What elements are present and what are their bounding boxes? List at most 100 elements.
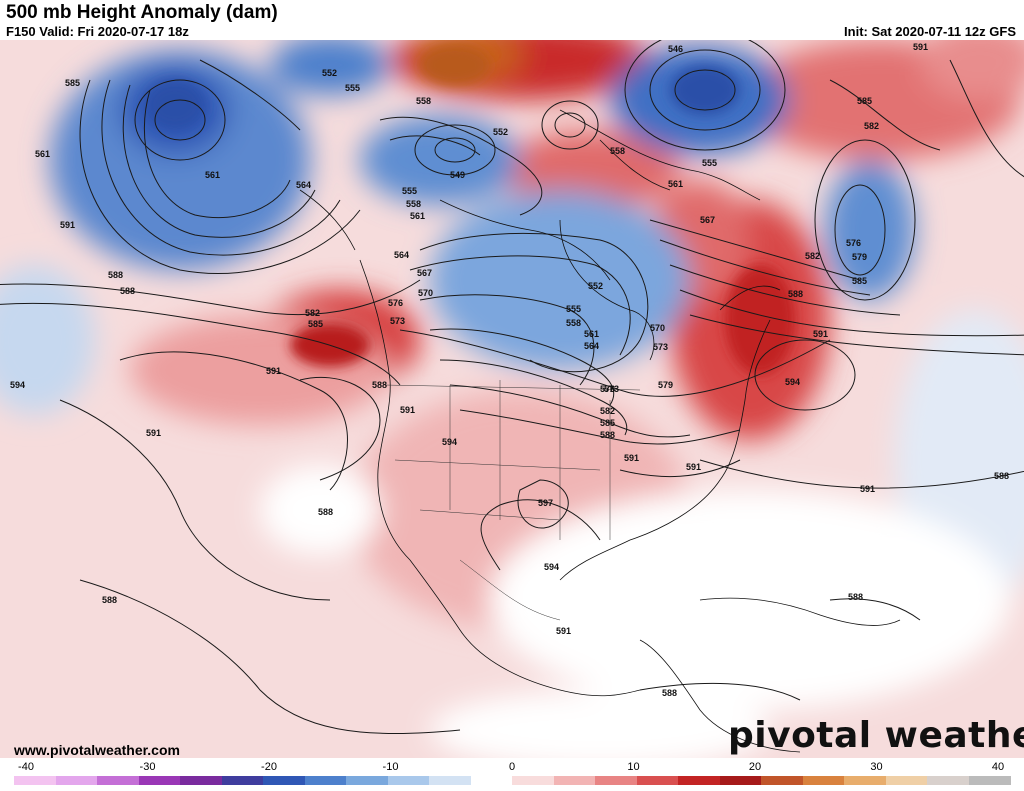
contour-label: 549: [450, 170, 465, 180]
colorbar-segment: [180, 776, 222, 785]
colorbar-segment: [387, 776, 430, 785]
political-borders: [384, 380, 641, 621]
contour-label: 591: [860, 484, 875, 494]
colorbar-segment: [719, 776, 762, 785]
contour-label: 552: [588, 281, 603, 291]
contour-label: 576: [388, 298, 403, 308]
contour-label: 591: [913, 42, 928, 52]
contour-label: 591: [266, 366, 281, 376]
contour-label: 591: [813, 329, 828, 339]
contour-label: 561: [584, 329, 599, 339]
contour-label: 591: [60, 220, 75, 230]
colorbar-segment: [761, 776, 803, 785]
colorbar-segment: [304, 776, 347, 785]
contour-label: 585: [852, 276, 867, 286]
contour-label: 576: [600, 384, 615, 394]
colorbar-tick-label: -30: [139, 761, 156, 773]
contour-label: 567: [700, 215, 715, 225]
contour-label: 585: [308, 319, 323, 329]
contour-label: 564: [394, 250, 409, 260]
contour-label: 591: [624, 453, 639, 463]
contour-label: 561: [410, 211, 425, 221]
colorbar-segment: [636, 776, 679, 785]
colorbar-segment: [968, 776, 1011, 785]
colorbar-tick-label: -20: [261, 761, 277, 773]
contour-label: 591: [146, 428, 161, 438]
contour-label: 591: [686, 462, 701, 472]
colorbar-tick-label: -40: [18, 761, 34, 773]
contour-label: 582: [805, 251, 820, 261]
contour-label: 576: [846, 238, 861, 248]
colorbar-segment: [844, 776, 886, 785]
contour-label: 561: [668, 179, 683, 189]
map-title: 500 mb Height Anomaly (dam): [6, 2, 278, 23]
colorbar-segment: [595, 776, 637, 785]
colorbar-segment: [14, 776, 56, 785]
colorbar-segment: [470, 776, 513, 785]
coastlines: [299, 109, 901, 753]
contour-label: 585: [600, 418, 615, 428]
contour-label: 582: [600, 406, 615, 416]
contour-label: 591: [556, 626, 571, 636]
colorbar-segment: [55, 776, 98, 785]
contour-label: 585: [857, 96, 872, 106]
anomaly-fill: [0, 40, 1024, 758]
contour-label: 588: [600, 430, 615, 440]
valid-time: F150 Valid: Fri 2020-07-17 18z: [6, 24, 189, 39]
contour-label: 585: [65, 78, 80, 88]
colorbar-segment: [885, 776, 928, 785]
anomaly-map: 546 549 552 552 552 555 555 555 555 558 …: [0, 40, 1024, 758]
contour-label: 588: [662, 688, 677, 698]
contour-label: 591: [400, 405, 415, 415]
contour-label: 582: [305, 308, 320, 318]
contour-label: 573: [604, 384, 619, 394]
contour-label: 555: [566, 304, 581, 314]
contour-label: 558: [566, 318, 581, 328]
colorbar-segment: [802, 776, 845, 785]
colorbar-segment: [97, 776, 139, 785]
contour-label: 555: [345, 83, 360, 93]
colorbar-tick-label: 20: [748, 761, 762, 773]
contour-label: 597: [538, 498, 553, 508]
contour-label: 552: [493, 127, 508, 137]
contour-label: 546: [668, 44, 683, 54]
contour-label: 588: [318, 507, 333, 517]
contour-label: 558: [610, 146, 625, 156]
colorbar-segment: [429, 776, 471, 785]
colorbar-segment: [263, 776, 305, 785]
contour-label: 594: [10, 380, 25, 390]
contour-label: 588: [120, 286, 135, 296]
pivotal-weather-logo: pivotal weather: [728, 715, 1024, 756]
contour-label: 555: [402, 186, 417, 196]
contour-label: 579: [658, 380, 673, 390]
website-credit: www.pivotalweather.com: [14, 742, 180, 758]
contour-label: 573: [653, 342, 668, 352]
colorbar-tick-label: -10: [382, 761, 399, 773]
contour-label: 588: [372, 380, 387, 390]
contour-label: 588: [788, 289, 803, 299]
colorbar-tick-label: 40: [991, 761, 1005, 773]
contour-label: 588: [108, 270, 123, 280]
contour-label: 582: [864, 121, 879, 131]
contour-label: 564: [296, 180, 311, 190]
contour-label: 561: [35, 149, 50, 159]
colorbar-segment: [927, 776, 969, 785]
height-contours: [0, 40, 1024, 735]
init-time: Init: Sat 2020-07-11 12z GFS: [844, 24, 1016, 39]
contour-label: 573: [390, 316, 405, 326]
contour-labels: 546 549 552 552 552 555 555 555 555 558 …: [10, 42, 1009, 698]
colorbar-segment: [138, 776, 181, 785]
contour-label: 594: [785, 377, 800, 387]
colorbar-tick-label: 10: [627, 761, 640, 773]
colorbar-segment: [512, 776, 554, 785]
contour-label: 561: [205, 170, 220, 180]
contour-label: 558: [416, 96, 431, 106]
contour-label: 570: [650, 323, 665, 333]
colorbar-segment: [221, 776, 264, 785]
contour-label: 579: [852, 252, 867, 262]
contour-label: 558: [406, 199, 421, 209]
contour-label: 588: [102, 595, 117, 605]
contour-label: 555: [702, 158, 717, 168]
contour-label: 564: [584, 341, 599, 351]
contour-label: 594: [544, 562, 559, 572]
